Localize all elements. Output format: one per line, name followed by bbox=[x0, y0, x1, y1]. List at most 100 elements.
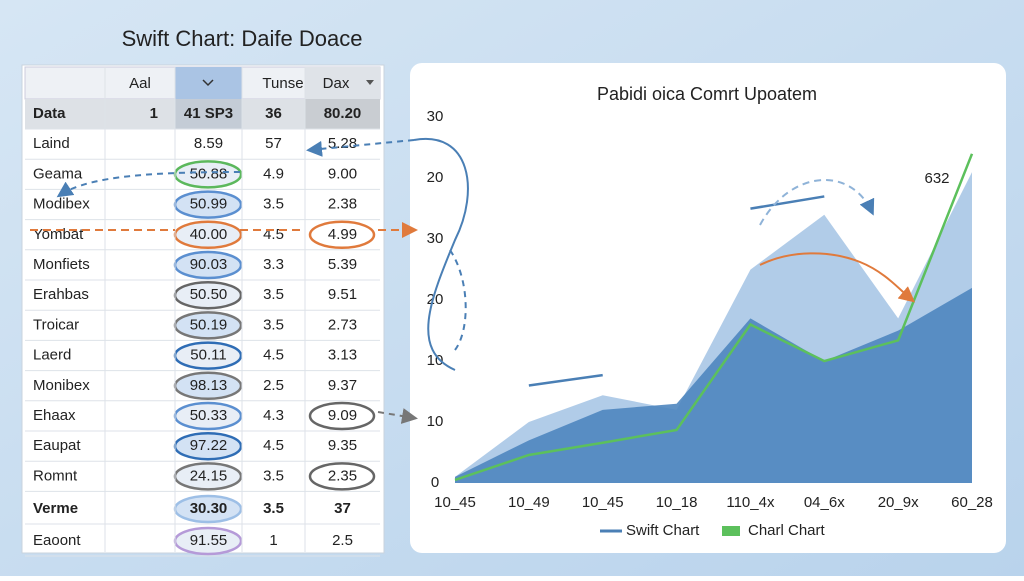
cell-text: 41 SP3 bbox=[184, 105, 233, 122]
cell-text: 3.13 bbox=[328, 347, 357, 364]
row-label: Monfiets bbox=[33, 256, 90, 273]
cell-highlight bbox=[308, 220, 376, 250]
cell-text: 2.73 bbox=[328, 316, 357, 333]
cell-text: 97.22 bbox=[190, 437, 228, 454]
row-label: Geama bbox=[33, 165, 83, 182]
cell-text: 50.50 bbox=[190, 286, 228, 303]
cell-text: 2.5 bbox=[332, 532, 353, 549]
connector bbox=[759, 179, 875, 226]
y-tick-label: 0 bbox=[431, 474, 439, 491]
cell-text: 3.5 bbox=[263, 196, 284, 213]
annotation: 632 bbox=[924, 170, 949, 187]
connector bbox=[449, 249, 467, 351]
cell-text: 24.15 bbox=[190, 467, 228, 484]
header-label: Aal bbox=[129, 75, 151, 92]
row-label: Laind bbox=[33, 135, 70, 152]
row-label: Verme bbox=[33, 500, 78, 517]
cell-text: 4.3 bbox=[263, 407, 284, 424]
cell-text: 9.51 bbox=[328, 286, 357, 303]
cell-text: 3.5 bbox=[263, 467, 284, 484]
x-tick-label: 10_45 bbox=[582, 494, 624, 511]
cell-text: 1 bbox=[150, 105, 158, 122]
connector bbox=[56, 171, 241, 198]
cell-bg bbox=[175, 99, 242, 129]
y-tick-label: 30 bbox=[427, 108, 444, 125]
chart: Pabidi oica Comrt Upoatem010102030203010… bbox=[427, 84, 993, 539]
row-label: Troicar bbox=[33, 316, 79, 333]
cell-text: 3.5 bbox=[263, 500, 284, 517]
cell-text: 8.59 bbox=[194, 135, 223, 152]
cell-text: 9.00 bbox=[328, 165, 357, 182]
cell-text: 5.39 bbox=[328, 256, 357, 273]
y-tick-label: 30 bbox=[427, 230, 444, 247]
cell-text: 50.11 bbox=[190, 347, 226, 364]
y-tick-label: 10 bbox=[427, 352, 444, 369]
chart-title: Pabidi oica Comrt Upoatem bbox=[597, 84, 817, 104]
dropdown-icon bbox=[366, 80, 374, 85]
cell-text: 80.20 bbox=[324, 105, 362, 122]
row-label: Yombat bbox=[33, 226, 84, 243]
legend-label: Swift Chart bbox=[626, 522, 700, 539]
row-label: Eaoont bbox=[33, 532, 81, 549]
header-cell-active bbox=[175, 67, 242, 99]
row-label: Laerd bbox=[33, 347, 71, 364]
y-tick-label: 10 bbox=[427, 413, 444, 430]
row-label: Eaupat bbox=[33, 437, 81, 454]
x-tick-label: 04_6x bbox=[804, 494, 845, 511]
x-tick-label: 10_18 bbox=[656, 494, 698, 511]
series-line bbox=[750, 195, 825, 210]
cell-bg bbox=[305, 99, 380, 129]
cell-text: 3.3 bbox=[263, 256, 284, 273]
x-tick-label: 20_9x bbox=[878, 494, 919, 511]
cell-text: 5.28 bbox=[328, 135, 357, 152]
cell-text: 4.5 bbox=[263, 226, 284, 243]
row-label: Erahbas bbox=[33, 286, 89, 303]
connector bbox=[413, 137, 469, 371]
cell-text: 37 bbox=[334, 500, 351, 517]
cell-text: 2.38 bbox=[328, 196, 357, 213]
series-line bbox=[454, 153, 974, 482]
cell-text: 50.19 bbox=[190, 316, 228, 333]
cell-text: 4.5 bbox=[263, 347, 284, 364]
connector bbox=[759, 252, 916, 303]
cell-text: 4.99 bbox=[328, 226, 357, 243]
cell-text: 90.03 bbox=[190, 256, 228, 273]
cell-text: 50.99 bbox=[190, 196, 228, 213]
x-tick-label: 110_4x bbox=[726, 494, 775, 511]
cell-text: 91.55 bbox=[190, 532, 228, 549]
cell-text: 50.88 bbox=[190, 165, 228, 182]
cell-text: 1 bbox=[269, 532, 277, 549]
legend-label: Charl Chart bbox=[748, 522, 826, 539]
legend-swatch bbox=[722, 526, 740, 536]
x-tick-label: 10_45 bbox=[434, 494, 476, 511]
cell-text: 40.00 bbox=[190, 226, 228, 243]
row-label: Ehaax bbox=[33, 407, 76, 424]
cell-text: 36 bbox=[265, 105, 282, 122]
cell-text: 9.37 bbox=[328, 377, 357, 394]
row-label: Modibex bbox=[33, 196, 90, 213]
cell-text: 50.33 bbox=[190, 407, 228, 424]
table: Aal Tunse Dax Data 1 41 SP3 36 80.20 Laind 8.59 57… bbox=[24, 66, 381, 557]
header-label: Dax bbox=[323, 75, 350, 92]
row-label: Data bbox=[33, 105, 66, 122]
cell-text: 57 bbox=[265, 135, 282, 152]
cell-text: 2.35 bbox=[328, 467, 357, 484]
cell-text: 4.5 bbox=[263, 437, 284, 454]
cell-text: 3.5 bbox=[263, 286, 284, 303]
cell-text: 9.35 bbox=[328, 437, 357, 454]
x-tick-label: 10_49 bbox=[508, 494, 550, 511]
cell-text: 9.09 bbox=[328, 407, 357, 424]
cell-text: 2.5 bbox=[263, 377, 284, 394]
cell-highlight bbox=[308, 401, 376, 431]
area bbox=[455, 287, 972, 483]
cell-text: 3.5 bbox=[263, 316, 284, 333]
cell-text: 98.13 bbox=[190, 377, 228, 394]
dropdown-icon bbox=[202, 79, 214, 87]
page-title: Swift Chart: Daife Doace bbox=[122, 26, 363, 51]
row-label: Monibex bbox=[33, 377, 90, 394]
series-line bbox=[528, 373, 603, 387]
header-label: Tunse bbox=[262, 75, 303, 92]
cell-text: 30.30 bbox=[190, 500, 228, 517]
cell-text: 4.9 bbox=[263, 165, 284, 182]
